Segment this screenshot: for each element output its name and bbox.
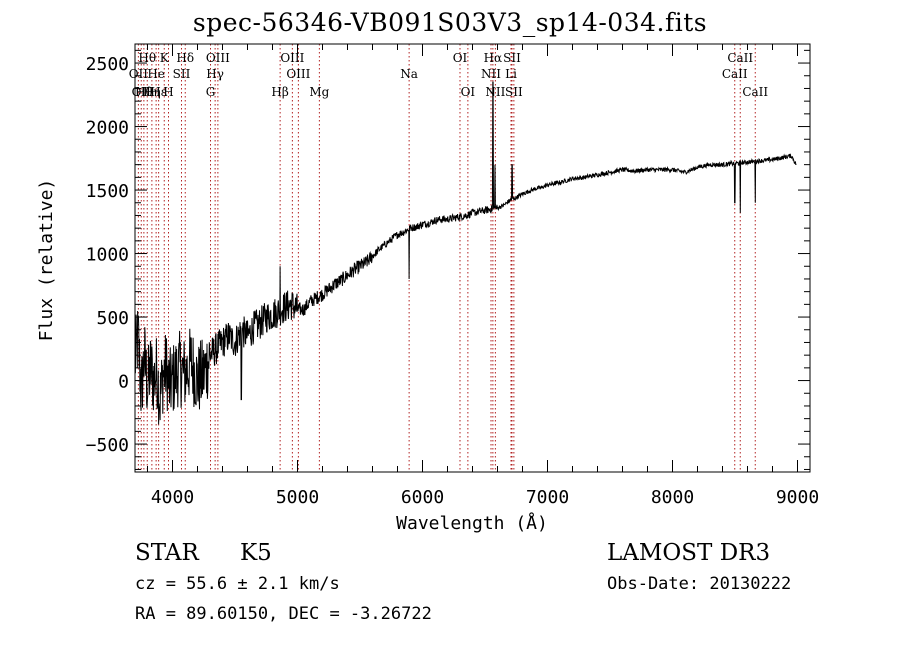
line-marker-label: Hγ	[206, 67, 224, 81]
survey-name: LAMOST DR3	[607, 540, 771, 566]
line-marker-label: Hα	[484, 51, 503, 65]
line-marker-label: OI	[461, 85, 476, 99]
line-marker-label: Na	[400, 67, 418, 81]
line-marker-label: Hθ	[138, 51, 156, 65]
line-marker-label: Li	[505, 67, 517, 81]
x-tick-label: 5000	[276, 487, 319, 508]
x-tick-label: 9000	[776, 487, 819, 508]
line-marker-label: OI	[453, 51, 468, 65]
x-axis-ticks: 4000 5000 6000 7000 8000 9000	[147, 44, 819, 508]
line-marker-label: CaII	[727, 51, 753, 65]
line-marker-label: H	[163, 85, 173, 99]
plot-frame	[134, 43, 811, 473]
y-tick-label: 500	[96, 308, 129, 329]
y-axis-ticks: −500 0 500 1000 1500 2000 2500	[86, 49, 810, 470]
y-tick-label: 1500	[86, 181, 129, 202]
line-marker-label: Hε	[150, 85, 167, 99]
line-markers	[137, 44, 756, 472]
y-tick-label: 1000	[86, 245, 129, 266]
chart-title: spec-56346-VB091S03V3_sp14-034.fits	[192, 8, 708, 37]
y-tick-label: 0	[118, 372, 129, 393]
line-marker-label: OIII	[286, 67, 310, 81]
y-tick-label: 2500	[86, 54, 129, 75]
line-marker-label: G	[206, 85, 216, 99]
x-tick-label: 7000	[526, 487, 569, 508]
line-marker-label: K	[160, 51, 170, 65]
line-marker-label: SII	[503, 51, 521, 65]
observation-date: Obs-Date: 20130222	[607, 574, 792, 594]
y-axis-label: Flux (relative)	[36, 179, 57, 342]
line-marker-label: Hη	[143, 85, 161, 99]
object-class: STAR	[135, 540, 199, 566]
redshift-cz: cz = 55.6 ± 2.1 km/s	[135, 574, 340, 594]
x-tick-label: 6000	[401, 487, 444, 508]
line-marker-label: NII	[481, 67, 501, 81]
y-tick-label: −500	[86, 435, 129, 456]
line-marker-label: Mg	[309, 85, 329, 99]
spectral-subclass: K5	[240, 540, 272, 566]
line-marker-label: Hβ	[271, 85, 288, 99]
line-marker-label: SII	[505, 85, 523, 99]
line-marker-label: OIII	[280, 51, 304, 65]
line-marker-label: He	[147, 67, 165, 81]
x-axis-label: Wavelength (Å)	[396, 512, 548, 534]
line-marker-label: OIII	[206, 51, 230, 65]
line-marker-label: CaII	[722, 67, 748, 81]
y-tick-label: 2000	[86, 118, 129, 139]
x-tick-label: 8000	[651, 487, 694, 508]
line-marker-labels: OIIOIIHθHθHηHeHεKHSIIHδGHγOIIIHβOIIIOIII…	[129, 51, 769, 99]
line-marker-label: SII	[173, 67, 191, 81]
line-marker-label: Hδ	[176, 51, 194, 65]
sky-coordinates: RA = 89.60150, DEC = -3.26722	[135, 604, 432, 624]
x-tick-label: 4000	[151, 487, 194, 508]
line-marker-label: CaII	[742, 85, 768, 99]
line-marker-label: OII	[129, 67, 149, 81]
spectrum-line	[134, 81, 797, 425]
line-marker-label: NII	[485, 85, 505, 99]
